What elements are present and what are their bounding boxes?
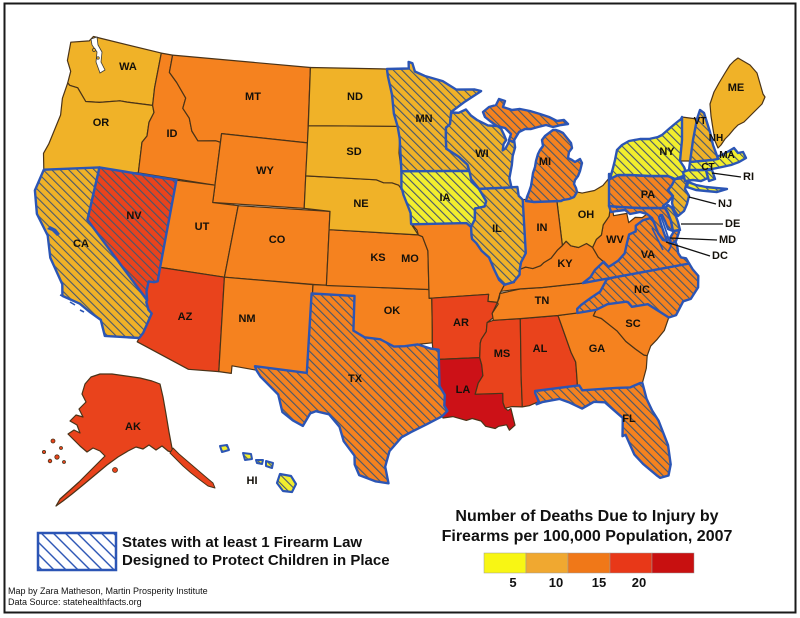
svg-text:WI: WI [475,148,488,160]
svg-text:WY: WY [256,165,274,177]
svg-text:UT: UT [195,221,210,233]
svg-text:IA: IA [440,192,451,204]
svg-text:OR: OR [93,117,110,129]
svg-text:15: 15 [592,575,606,590]
svg-text:Map by Zara Matheson, Martin P: Map by Zara Matheson, Martin Prosperity … [8,586,208,596]
svg-text:PA: PA [641,189,656,201]
svg-text:ID: ID [167,128,178,140]
svg-text:MD: MD [719,234,736,246]
svg-text:CA: CA [73,238,89,250]
svg-text:Designed to Protect Children i: Designed to Protect Children in Place [122,552,390,569]
svg-text:NC: NC [634,284,650,296]
svg-text:NJ: NJ [718,198,732,210]
svg-text:TN: TN [535,295,550,307]
svg-text:LA: LA [456,384,471,396]
svg-text:MN: MN [415,113,432,125]
svg-text:MO: MO [401,253,419,265]
svg-text:MT: MT [245,91,261,103]
svg-text:NE: NE [353,198,368,210]
svg-text:NH: NH [709,133,723,144]
svg-text:OK: OK [384,305,401,317]
svg-text:WA: WA [119,61,137,73]
svg-text:WV: WV [606,234,624,246]
svg-text:5: 5 [509,575,516,590]
svg-text:IL: IL [492,223,502,235]
svg-text:KY: KY [557,258,573,270]
svg-text:FL: FL [622,413,636,425]
svg-text:IN: IN [537,222,548,234]
svg-text:AK: AK [125,421,141,433]
svg-text:MS: MS [494,348,511,360]
svg-text:CT: CT [701,162,714,173]
svg-text:20: 20 [632,575,646,590]
svg-text:Data Source: statehealthfacts.: Data Source: statehealthfacts.org [8,597,142,607]
svg-text:10: 10 [549,575,563,590]
svg-text:RI: RI [743,171,754,183]
svg-text:MI: MI [539,156,551,168]
svg-text:NV: NV [126,210,142,222]
svg-text:SD: SD [346,146,361,158]
svg-text:NM: NM [238,313,255,325]
svg-text:DE: DE [725,218,740,230]
svg-text:AZ: AZ [178,311,193,323]
svg-text:VA: VA [641,249,656,261]
svg-text:KS: KS [370,252,385,264]
svg-text:AL: AL [533,343,548,355]
svg-text:States with at least 1 Firearm: States with at least 1 Firearm Law [122,534,362,551]
svg-text:OH: OH [578,209,595,221]
svg-text:Number of Deaths Due to Injury: Number of Deaths Due to Injury by [455,508,718,525]
svg-text:CO: CO [269,234,286,246]
svg-text:MA: MA [719,150,735,161]
svg-text:NY: NY [659,146,675,158]
svg-text:ME: ME [728,82,745,94]
svg-text:AR: AR [453,317,469,329]
svg-text:DC: DC [712,250,728,262]
svg-text:Firearms per 100,000 Populatio: Firearms per 100,000 Population, 2007 [442,528,733,545]
svg-text:ND: ND [347,91,363,103]
svg-text:GA: GA [589,343,606,355]
svg-text:SC: SC [625,318,640,330]
svg-text:TX: TX [348,373,363,385]
svg-text:VT: VT [694,116,707,127]
svg-text:HI: HI [247,475,258,487]
